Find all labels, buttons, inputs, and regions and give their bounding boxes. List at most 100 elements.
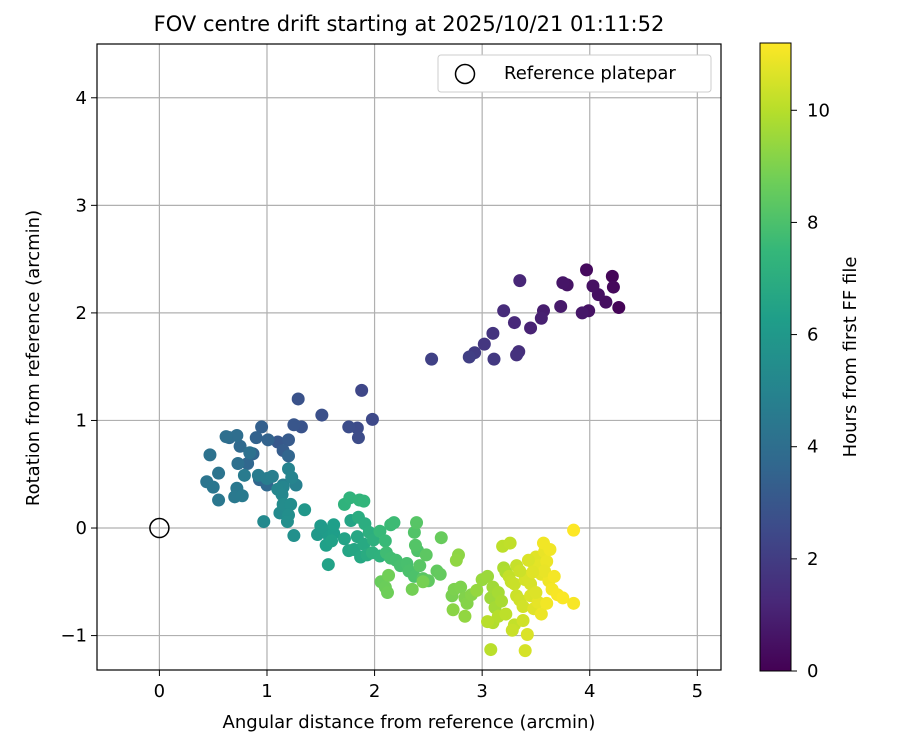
y-tick-label: 4 [76,88,87,109]
data-point [481,615,495,629]
data-point [534,311,548,325]
data-point [567,596,581,610]
data-point [355,383,369,397]
chart-title: FOV centre drift starting at 2025/10/21 … [154,12,665,36]
legend-marker [454,63,476,85]
data-point [481,569,495,583]
data-point [407,525,421,539]
data-point [275,488,289,502]
data-points [149,263,626,658]
data-point [235,489,249,503]
data-point [282,433,296,447]
data-point [524,321,538,335]
data-point [510,348,524,362]
data-point [605,269,619,283]
y-tick-label: −1 [60,626,87,647]
data-point [567,523,581,537]
data-point [419,548,433,562]
y-tick-label: 1 [76,410,87,431]
data-point [458,609,472,623]
data-point [287,529,301,543]
x-axis-label: Angular distance from reference (arcmin) [223,712,596,733]
data-point [462,350,476,364]
y-tick-label: 0 [76,518,87,539]
y-tick-label: 2 [76,303,87,324]
axes: 0 1 2 3 4 5 −1 0 1 2 3 4 [60,43,722,702]
data-point [237,468,251,482]
data-point [298,503,312,517]
x-tick-label: 3 [476,681,487,702]
reference-point-marker [149,517,170,539]
legend-label: Reference platepar [504,63,676,84]
data-point [446,603,460,617]
legend-box [437,54,712,93]
data-point [434,531,448,545]
data-point [543,543,557,557]
colorbar: 0 2 4 6 8 10 Hours from first FF file [759,42,861,682]
x-tick-label: 0 [154,681,165,702]
data-point [518,644,532,658]
data-point [243,446,257,460]
data-point [507,316,521,330]
colorbar-tick-label: 0 [807,661,818,682]
data-point [520,628,534,642]
data-point [382,568,396,582]
data-point [265,469,279,483]
data-point [233,439,247,453]
data-point [219,430,233,444]
data-point [486,326,500,340]
data-point [540,596,554,610]
data-point [337,532,351,546]
data-point [521,553,535,567]
colorbar-ticks: 0 2 4 6 8 10 [791,100,830,682]
data-point [212,493,226,507]
data-point [387,516,401,530]
data-point [343,491,357,505]
data-point [556,591,570,605]
data-point [282,449,296,463]
data-point [516,600,530,614]
data-point [357,537,371,551]
data-point [449,553,463,567]
colorbar-tick-label: 4 [807,437,818,458]
data-point [556,276,570,290]
plot-frame [96,43,722,671]
data-point [526,565,540,579]
data-point [351,431,365,445]
data-point [357,494,371,508]
data-point [405,582,419,596]
data-point [547,569,561,583]
x-tick-label: 5 [692,681,703,702]
x-tick-label: 1 [261,681,272,702]
colorbar-tick-label: 10 [807,100,830,121]
data-point [606,280,620,294]
x-tick-label: 2 [369,681,380,702]
data-point [505,623,519,637]
data-point [416,575,430,589]
data-point [241,456,255,470]
data-point [580,263,594,277]
data-point [378,534,392,548]
data-point [212,466,226,480]
data-point [206,480,220,494]
data-point [454,580,468,594]
colorbar-tick-label: 6 [807,325,818,346]
data-point [203,448,217,462]
data-point [554,299,568,313]
colorbar-gradient [759,42,792,672]
data-point [507,577,521,591]
data-point [575,306,589,320]
data-point [285,470,299,484]
data-point [365,412,379,426]
data-point [516,614,530,628]
data-point [513,564,527,578]
data-point [425,352,439,366]
data-point [287,418,301,432]
data-point [433,567,447,581]
data-point [321,558,335,572]
data-point [291,392,305,406]
data-point [255,420,269,434]
data-point [495,594,509,608]
data-point [408,538,422,552]
